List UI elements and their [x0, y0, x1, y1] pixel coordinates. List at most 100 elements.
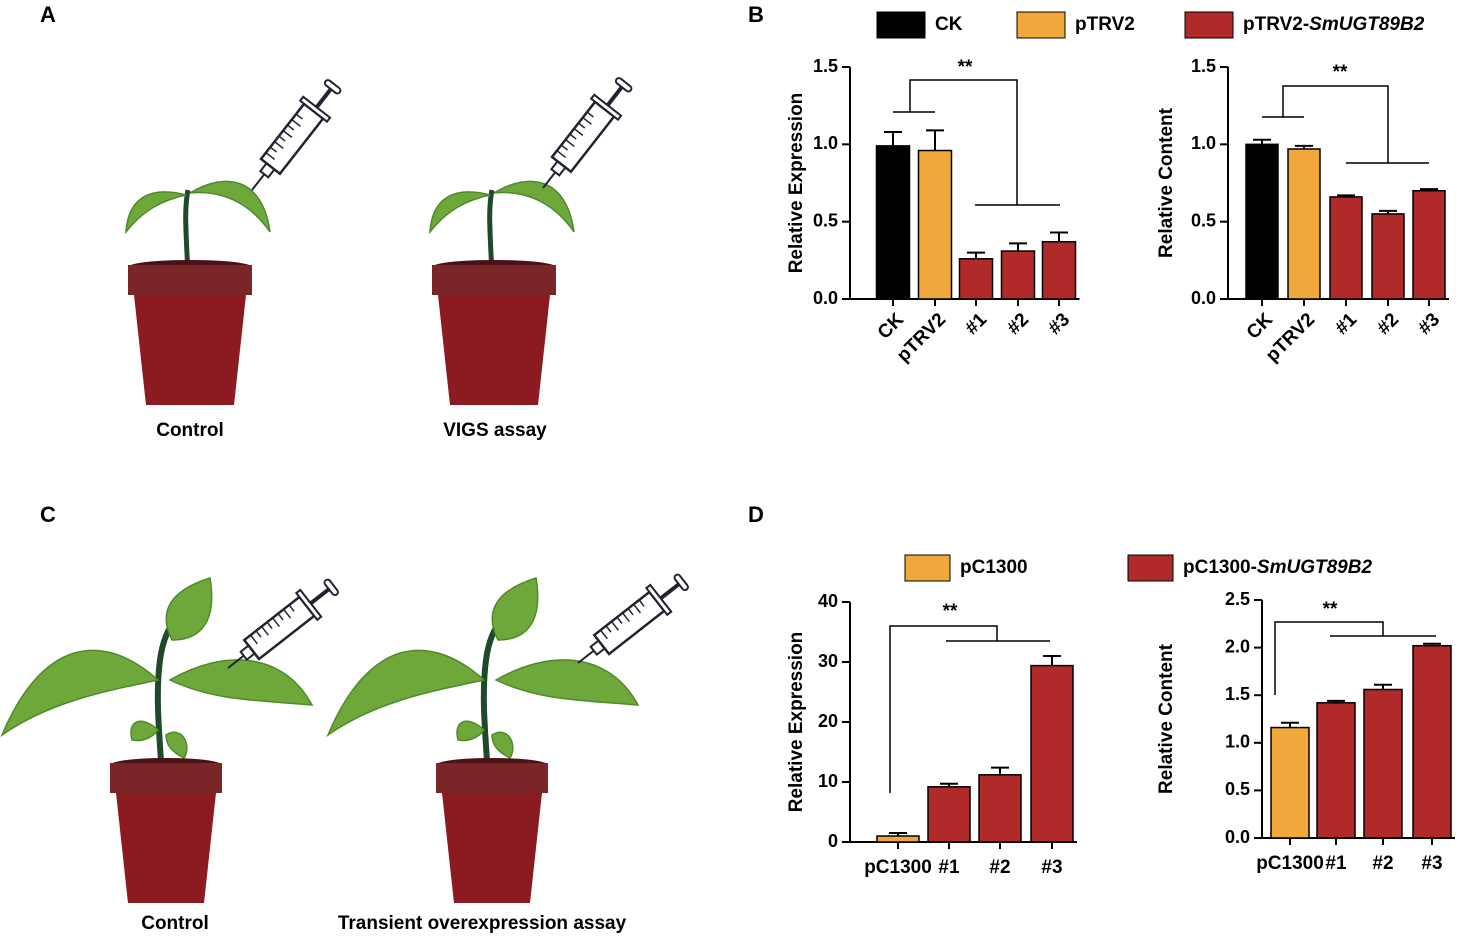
- bar: [876, 835, 920, 843]
- bar: [1371, 213, 1405, 300]
- bar: [1363, 688, 1403, 839]
- pot-body: [116, 793, 216, 903]
- bar: [875, 145, 911, 300]
- syringe-handle: [673, 573, 689, 592]
- syringe-scale: [616, 616, 623, 624]
- x-tick-label: #2: [1372, 853, 1393, 874]
- y-tick-label: 20: [818, 711, 838, 731]
- x-tick-label: #2: [989, 857, 1010, 878]
- syringe-needle: [251, 172, 267, 191]
- legend-label: pC1300: [960, 557, 1028, 578]
- bar: [1316, 702, 1356, 839]
- syringe-scale: [638, 599, 645, 607]
- syringe-scale: [269, 146, 278, 153]
- syringe: [227, 578, 339, 669]
- legend-label-italic: SmUGT89B2: [1257, 557, 1373, 578]
- y-tick-label: 2.0: [1225, 636, 1250, 656]
- syringe-scale: [278, 135, 286, 142]
- leaf: [0, 649, 160, 738]
- significance-label: **: [943, 601, 958, 622]
- pot-rim: [110, 763, 222, 793]
- illustrations: [0, 77, 689, 903]
- y-tick-label: 40: [818, 591, 838, 611]
- syringe-barrel: [242, 595, 316, 661]
- syringe-barrel: [259, 102, 325, 176]
- leaf: [168, 659, 314, 706]
- syringe-scale: [274, 141, 284, 149]
- legend-swatch: [904, 554, 951, 582]
- syringe-handle: [614, 77, 633, 93]
- syringe-scale: [288, 604, 295, 612]
- bar: [927, 786, 971, 843]
- significance-bracket: [1262, 85, 1429, 164]
- syringe-scale: [573, 128, 584, 136]
- significance-bracket: [893, 79, 1060, 206]
- syringe-plunger: [606, 85, 624, 107]
- legend-label-italic: SmUGT89B2: [1309, 14, 1425, 35]
- syringe-barrel: [550, 100, 616, 174]
- pot-rim: [432, 265, 556, 295]
- leaf: [456, 720, 486, 742]
- legend-label: pC1300-SmUGT89B2: [1183, 557, 1372, 578]
- y-tick-label: 1.0: [1225, 732, 1250, 752]
- syringe: [577, 573, 689, 664]
- legend-label-part: pTRV2: [1075, 14, 1135, 35]
- y-tick-label: 1.5: [1225, 684, 1250, 704]
- bar: [1287, 148, 1321, 300]
- syringe-scale: [569, 133, 577, 140]
- syringe-scale: [578, 122, 586, 129]
- leaf: [125, 191, 187, 235]
- y-tick-label: 1.5: [1191, 56, 1216, 76]
- syringe-plunger: [315, 87, 333, 109]
- pot-body: [442, 793, 542, 903]
- significance-bracket: [889, 625, 1050, 793]
- panel-label: C: [40, 502, 56, 527]
- leaf: [165, 731, 188, 759]
- bar: [1412, 189, 1446, 300]
- leaf: [326, 649, 486, 738]
- syringe-scale: [560, 144, 569, 151]
- legend-label: pTRV2: [1075, 14, 1135, 35]
- y-tick-label: 1.0: [1191, 133, 1216, 153]
- leaf: [491, 577, 539, 641]
- y-tick-label: 0.5: [1191, 210, 1216, 230]
- syringe-needle: [227, 653, 246, 669]
- x-tick-label: #1: [1325, 853, 1347, 874]
- x-tick-label: #3: [1414, 309, 1444, 339]
- y-tick-label: 0.5: [1225, 779, 1250, 799]
- caption: Transient overexpression assay: [338, 913, 627, 934]
- syringe-scale: [283, 608, 292, 619]
- legend-label-part: CK: [935, 14, 963, 35]
- bar: [1412, 644, 1452, 839]
- y-tick-label: 30: [818, 651, 838, 671]
- x-tick-label: pC1300: [864, 857, 932, 878]
- syringe-scale: [610, 621, 619, 631]
- syringe-needle: [577, 648, 596, 664]
- y-tick-label: 0.0: [1191, 288, 1216, 308]
- syringe-scale: [277, 613, 284, 621]
- leaf: [189, 180, 271, 233]
- significance-bracket: [1274, 621, 1436, 695]
- y-axis-label: Relative Expression: [786, 93, 807, 274]
- syringe-scale: [582, 116, 592, 125]
- syringe-scale: [627, 608, 634, 616]
- syringe-scale: [565, 139, 575, 147]
- leaf: [491, 731, 514, 759]
- syringe-scale: [272, 617, 280, 628]
- y-tick-label: 2.5: [1225, 589, 1250, 609]
- bar: [1041, 241, 1077, 300]
- significance-label: **: [1333, 62, 1348, 83]
- bar: [1329, 196, 1363, 300]
- syringe: [542, 77, 633, 189]
- syringe-scale: [287, 124, 295, 131]
- syringe-scale: [249, 634, 258, 645]
- syringe-scale: [586, 111, 594, 118]
- leaf: [493, 180, 575, 233]
- syringe-scale: [605, 625, 612, 633]
- x-tick-label: #3: [1041, 857, 1062, 878]
- y-axis-label: Relative Content: [1156, 107, 1177, 258]
- bar: [978, 774, 1022, 843]
- syringe-scale: [622, 612, 630, 623]
- y-tick-label: 10: [818, 771, 838, 791]
